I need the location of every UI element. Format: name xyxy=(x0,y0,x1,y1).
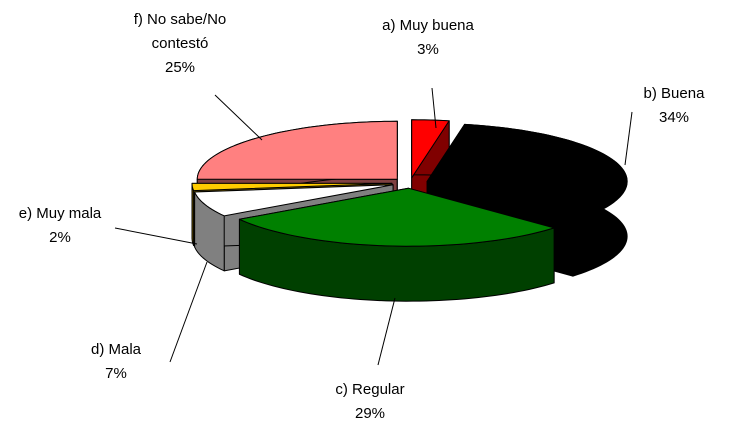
data-label: a) Muy buena 3% xyxy=(368,14,488,62)
slice-top xyxy=(196,120,398,180)
category-label: a) Muy buena xyxy=(382,17,474,34)
slice-top xyxy=(411,119,450,179)
value-label: 34% xyxy=(658,109,690,126)
leader-line xyxy=(214,94,263,141)
value-label: 29% xyxy=(354,405,386,422)
category-label: e) Muy mala xyxy=(18,205,102,222)
data-label: d) Mala 7% xyxy=(56,338,176,386)
slice-side xyxy=(191,182,195,247)
slice-top xyxy=(426,123,628,222)
value-label: 25% xyxy=(164,59,196,76)
slice-top xyxy=(238,187,555,247)
leader-line xyxy=(169,261,208,363)
pie-slice xyxy=(238,187,555,302)
data-label: c) Regular 29% xyxy=(310,378,430,426)
data-label: b) Buena 34% xyxy=(614,82,730,130)
leader-line xyxy=(624,111,633,166)
category-label: d) Mala xyxy=(90,341,142,358)
data-label: e) Muy mala 2% xyxy=(0,202,120,250)
leader-line xyxy=(377,297,396,366)
slice-top xyxy=(191,182,393,192)
category-label: b) Buena xyxy=(643,85,705,102)
category-label: c) Regular xyxy=(335,381,405,398)
category-label: f) No sabe/No contestó xyxy=(133,11,227,52)
data-label: f) No sabe/No contestó 25% xyxy=(125,8,235,80)
leader-line xyxy=(431,87,437,129)
leader-line xyxy=(114,227,198,245)
slice-top xyxy=(194,184,394,217)
value-label: 2% xyxy=(49,229,71,246)
slices xyxy=(191,119,628,302)
value-label: 7% xyxy=(105,365,127,382)
value-label: 3% xyxy=(417,41,439,58)
